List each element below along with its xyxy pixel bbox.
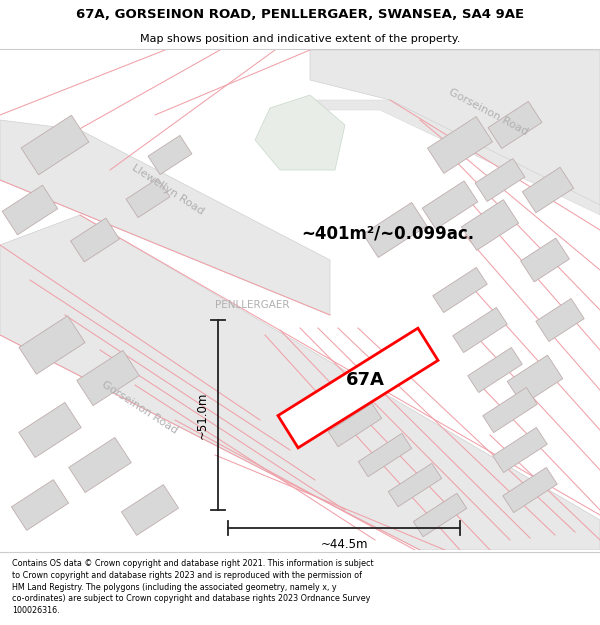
Polygon shape (0, 215, 600, 550)
Polygon shape (507, 355, 563, 405)
Polygon shape (433, 268, 487, 312)
Text: ~44.5m: ~44.5m (320, 538, 368, 551)
Text: 67A: 67A (346, 371, 385, 389)
Text: Contains OS data © Crown copyright and database right 2021. This information is : Contains OS data © Crown copyright and d… (12, 559, 374, 615)
Polygon shape (523, 168, 574, 212)
Polygon shape (310, 50, 600, 205)
Polygon shape (488, 101, 542, 149)
Polygon shape (0, 120, 330, 315)
Polygon shape (388, 463, 442, 507)
Text: Gorseinon Road: Gorseinon Road (446, 87, 529, 137)
Polygon shape (19, 316, 85, 374)
Polygon shape (461, 199, 518, 251)
Text: ~401m²/~0.099ac.: ~401m²/~0.099ac. (301, 224, 475, 242)
Text: 67A, GORSEINON ROAD, PENLLERGAER, SWANSEA, SA4 9AE: 67A, GORSEINON ROAD, PENLLERGAER, SWANSE… (76, 8, 524, 21)
Polygon shape (428, 117, 493, 173)
Polygon shape (468, 348, 522, 392)
Polygon shape (11, 479, 68, 531)
Polygon shape (303, 373, 357, 417)
Polygon shape (521, 238, 569, 282)
Polygon shape (148, 136, 192, 174)
Polygon shape (493, 428, 547, 472)
Text: Map shows position and indicative extent of the property.: Map shows position and indicative extent… (140, 34, 460, 44)
Polygon shape (2, 185, 58, 235)
Polygon shape (358, 433, 412, 477)
Text: Llewellyn Road: Llewellyn Road (130, 163, 206, 217)
Polygon shape (483, 388, 537, 432)
Polygon shape (310, 100, 600, 215)
Polygon shape (77, 351, 139, 406)
Polygon shape (69, 438, 131, 493)
Polygon shape (71, 218, 119, 262)
Polygon shape (453, 308, 507, 352)
Polygon shape (126, 178, 170, 217)
Polygon shape (475, 159, 525, 201)
Polygon shape (503, 468, 557, 512)
Text: PENLLERGAER: PENLLERGAER (215, 300, 289, 310)
Polygon shape (19, 402, 81, 458)
Polygon shape (363, 202, 427, 258)
Polygon shape (536, 299, 584, 341)
Text: Gorseinon Road: Gorseinon Road (100, 380, 180, 436)
Polygon shape (255, 95, 345, 170)
Polygon shape (21, 115, 89, 175)
Text: ~51.0m: ~51.0m (196, 391, 209, 439)
Polygon shape (328, 403, 382, 447)
Polygon shape (278, 328, 438, 448)
Polygon shape (413, 493, 467, 537)
Polygon shape (121, 484, 179, 536)
Polygon shape (422, 181, 478, 229)
